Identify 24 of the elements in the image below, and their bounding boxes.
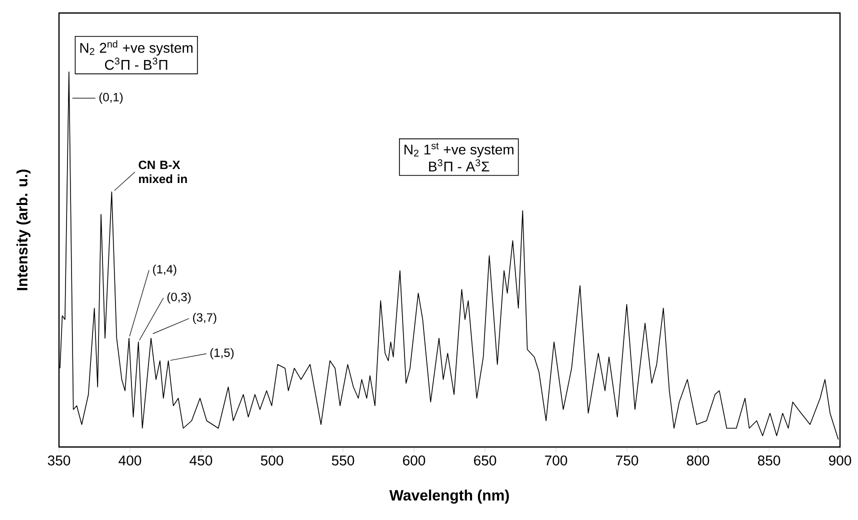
x-tick-label: 550 (332, 456, 354, 466)
x-tick-label: 700 (545, 456, 568, 466)
annotation: N$_{2}$ 1$^{st}$ +ve system (404, 142, 514, 158)
x-tick-label: 900 (828, 456, 852, 466)
annotation: (0,1) (99, 92, 123, 104)
x-axis-title: Wavelength (nm) (389, 490, 509, 504)
x-tick-label: 800 (686, 456, 710, 466)
x-tick-label: 500 (260, 456, 284, 466)
annotation: (0,3) (167, 292, 191, 304)
x-tick-label: 750 (616, 456, 638, 466)
y-axis-title: Intensity (arb. u.) (16, 170, 30, 290)
x-tick-label: 350 (48, 456, 70, 466)
x-tick-label: 450 (190, 456, 212, 466)
annotation: (1,5) (210, 348, 234, 360)
annotation: B$^{3}$Π - A$^{3}$Σ (429, 159, 490, 172)
annotation: CN B-X mixed in (138, 160, 187, 184)
x-tick-label: 650 (474, 456, 496, 466)
annotation: (3,7) (193, 312, 216, 324)
x-tick-label: 400 (118, 456, 142, 466)
x-tick-label: 600 (403, 456, 426, 466)
text: N$_{2}$ 2$^{nd}$ +ve system (80, 40, 192, 56)
x-tick-label: 850 (758, 456, 780, 466)
annotation: (1,4) (153, 264, 176, 276)
text: C$^{3}$Π - B$^{3}$Π (105, 58, 168, 70)
